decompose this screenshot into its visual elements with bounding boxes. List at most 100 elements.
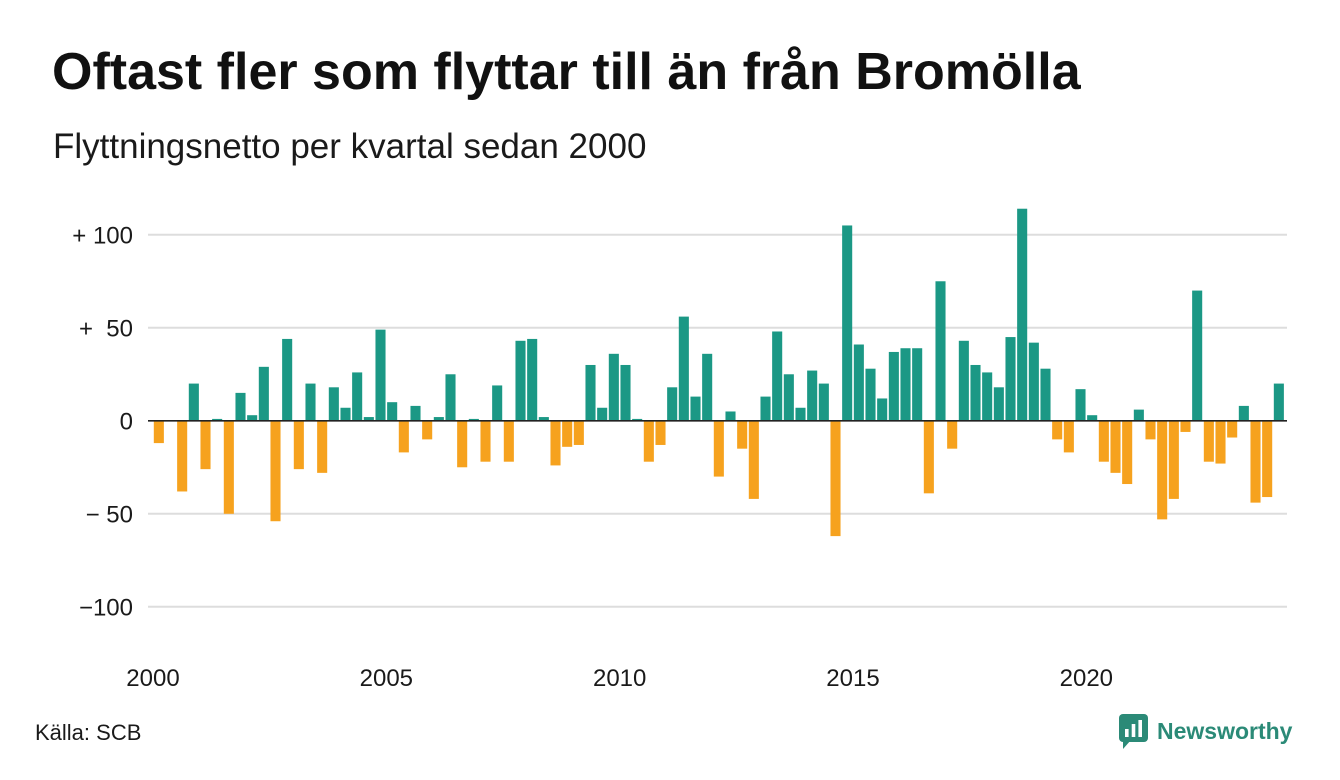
bar	[783, 374, 794, 421]
brand-name: Newsworthy	[1157, 717, 1293, 744]
bar	[1110, 420, 1121, 473]
bar	[410, 405, 421, 421]
y-tick-label: + 100	[72, 222, 133, 249]
bar	[608, 353, 619, 421]
x-tick-label: 2005	[360, 665, 413, 692]
bar	[457, 420, 468, 468]
y-axis: + 100 + 50 0 − 50 −100	[72, 222, 133, 621]
bar	[690, 396, 701, 421]
bar	[200, 420, 211, 470]
bar	[970, 364, 981, 421]
bar	[923, 420, 934, 494]
bar	[293, 420, 304, 470]
source-note: Källa: SCB	[35, 720, 142, 745]
bar	[947, 420, 958, 449]
bar	[1227, 420, 1238, 438]
x-tick-label: 2015	[826, 665, 879, 692]
bar	[1040, 368, 1051, 421]
bar	[433, 417, 444, 421]
bar	[585, 364, 596, 421]
bar	[830, 420, 841, 537]
bar	[632, 418, 643, 421]
bar	[282, 338, 293, 421]
bar	[748, 420, 759, 499]
bar	[538, 417, 549, 421]
bar	[643, 420, 654, 462]
bar	[258, 366, 269, 421]
y-tick-label: −100	[79, 594, 133, 621]
bar	[363, 417, 374, 421]
bar	[398, 420, 409, 453]
chart-subtitle: Flyttningsnetto per kvartal sedan 2000	[53, 127, 647, 166]
bar	[235, 392, 246, 421]
bar	[1238, 405, 1249, 421]
bar	[1215, 420, 1226, 464]
bar	[153, 420, 164, 444]
y-tick-label: + 50	[79, 315, 133, 342]
bar	[982, 372, 993, 421]
bar	[480, 420, 491, 462]
bar	[737, 420, 748, 449]
bar	[1203, 420, 1214, 462]
bar	[807, 370, 818, 421]
bar	[1145, 420, 1156, 440]
bar	[912, 348, 923, 421]
bar	[620, 364, 631, 421]
bar	[888, 351, 899, 421]
bar	[702, 353, 713, 421]
x-tick-label: 2020	[1060, 665, 1113, 692]
bar	[993, 387, 1004, 421]
newsworthy-logo-icon	[1119, 713, 1148, 749]
bar	[877, 398, 888, 421]
bar	[958, 340, 969, 421]
bar	[1192, 290, 1203, 421]
bar	[270, 420, 281, 522]
bar	[1168, 420, 1179, 499]
bar	[1052, 420, 1063, 440]
bar	[678, 316, 689, 421]
bar	[900, 348, 911, 421]
bar	[445, 374, 456, 421]
bar	[818, 383, 829, 421]
bar	[760, 396, 771, 421]
x-tick-label: 2000	[126, 665, 179, 692]
bar	[1075, 389, 1086, 421]
bar	[177, 420, 188, 492]
bar	[247, 415, 258, 421]
bar	[317, 420, 328, 473]
brand-logo: Newsworthy	[1119, 713, 1292, 749]
bar	[305, 383, 316, 421]
bar	[468, 418, 479, 421]
bar	[387, 402, 398, 421]
bar	[1273, 383, 1284, 421]
y-tick-label: 0	[120, 408, 133, 435]
bar	[1262, 420, 1273, 498]
bar	[527, 338, 538, 421]
bar	[1063, 420, 1074, 453]
bar	[573, 420, 584, 445]
gridlines	[148, 233, 1287, 608]
bar	[1017, 208, 1028, 421]
x-axis: 2000 2005 2010 2015 2020	[126, 665, 1113, 692]
bar	[597, 407, 608, 421]
x-tick-label: 2010	[593, 665, 646, 692]
bars	[153, 208, 1284, 537]
bar	[492, 385, 503, 421]
bar	[1133, 409, 1144, 421]
chart-title: Oftast fler som flyttar till än från Bro…	[52, 43, 1081, 101]
bar	[503, 420, 514, 462]
bar	[667, 387, 678, 421]
bar	[1028, 342, 1039, 421]
bar	[865, 368, 876, 421]
bar	[1180, 420, 1191, 432]
bar	[725, 411, 736, 421]
bar	[1250, 420, 1261, 503]
bar	[772, 331, 783, 421]
bar	[1157, 420, 1168, 520]
bar	[422, 420, 433, 440]
bar	[212, 418, 223, 421]
bar	[375, 329, 386, 421]
bar	[842, 225, 853, 421]
